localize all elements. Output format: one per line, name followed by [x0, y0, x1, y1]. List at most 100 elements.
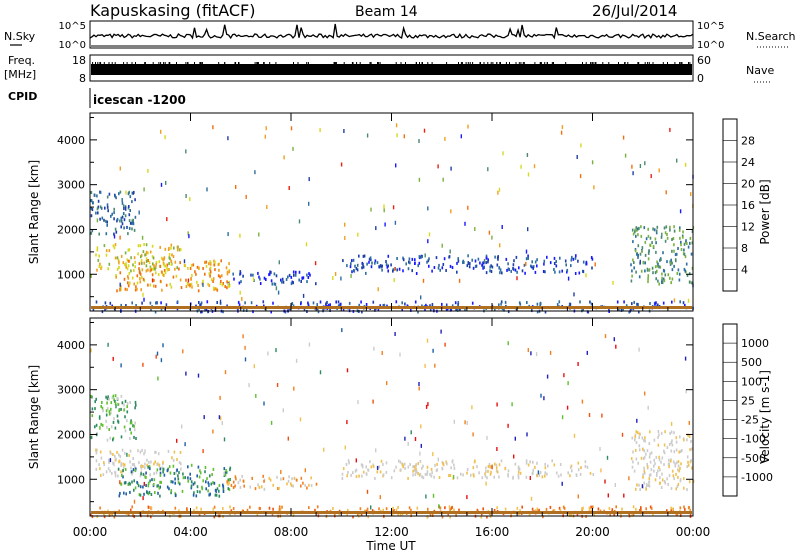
range-cell — [383, 303, 386, 307]
range-cell — [122, 466, 125, 469]
range-cell — [228, 270, 230, 274]
range-cell — [495, 469, 498, 473]
range-cell — [481, 476, 484, 480]
range-cell — [632, 258, 634, 262]
range-cell — [647, 483, 649, 487]
range-cell — [678, 272, 681, 276]
range-cell — [645, 507, 647, 511]
range-cell — [567, 276, 570, 281]
range-cell — [96, 246, 99, 250]
range-cell — [118, 453, 120, 457]
range-cell — [536, 474, 539, 478]
range-cell — [115, 404, 117, 409]
range-cell — [275, 286, 278, 291]
range-cell — [143, 187, 145, 192]
range-cell — [404, 302, 406, 306]
range-cell — [128, 454, 130, 457]
range-cell — [239, 270, 242, 274]
range-cell — [455, 513, 457, 517]
range-cell — [374, 261, 376, 265]
range-cell — [557, 474, 560, 478]
range-cell — [133, 435, 135, 439]
range-cell — [464, 221, 466, 226]
range-cell — [97, 205, 100, 209]
range-cell — [451, 304, 454, 308]
range-cell — [122, 204, 125, 208]
range-cell — [645, 487, 647, 491]
range-cell — [150, 506, 153, 510]
range-cell — [202, 479, 204, 483]
range-cell — [152, 262, 154, 266]
range-cell — [635, 487, 637, 491]
range-cell — [214, 260, 216, 264]
range-cell — [428, 232, 431, 237]
range-cell — [580, 143, 582, 148]
range-cell — [499, 271, 501, 275]
range-cell — [172, 275, 175, 279]
range-cell — [149, 473, 151, 477]
power-ylabel: Slant Range [km] — [27, 160, 41, 264]
range-cell — [128, 213, 131, 217]
range-cell — [675, 436, 678, 440]
range-cell — [652, 245, 655, 248]
range-cell — [334, 272, 337, 276]
range-cell — [504, 467, 506, 471]
range-cell — [680, 240, 682, 244]
range-cell — [368, 257, 371, 261]
range-cell — [453, 419, 455, 424]
range-cell — [532, 460, 534, 464]
range-cell — [109, 469, 111, 473]
range-cell — [649, 460, 652, 464]
range-cell — [520, 164, 522, 169]
range-cell — [651, 241, 653, 245]
range-cell — [494, 255, 496, 259]
range-cell — [96, 218, 99, 223]
range-cell — [184, 442, 186, 447]
range-cell — [174, 260, 177, 264]
range-cell — [178, 267, 180, 271]
range-cell — [104, 206, 106, 210]
range-cell — [655, 474, 658, 477]
range-cell — [370, 265, 373, 269]
range-cell — [176, 248, 179, 252]
range-cell — [341, 472, 344, 476]
range-cell — [507, 469, 510, 473]
range-cell — [263, 479, 265, 483]
range-cell — [654, 271, 657, 275]
range-cell — [679, 300, 681, 304]
range-cell — [241, 296, 243, 301]
range-cell — [366, 262, 368, 266]
range-cell — [575, 254, 577, 258]
range-cell — [174, 506, 177, 510]
range-cell — [107, 467, 110, 471]
range-cell — [427, 507, 429, 511]
range-cell — [536, 264, 538, 268]
range-cell — [457, 259, 460, 263]
range-cell — [673, 450, 676, 454]
range-cell — [527, 172, 530, 177]
range-cell — [650, 451, 653, 455]
range-cell — [648, 480, 650, 484]
range-cell — [119, 455, 122, 459]
range-cell — [370, 465, 373, 469]
range-cell — [646, 465, 649, 469]
range-cell — [517, 470, 520, 474]
range-cell — [481, 263, 484, 267]
range-cell — [645, 237, 648, 241]
range-cell — [685, 262, 688, 266]
range-cell — [584, 460, 587, 464]
range-cell — [490, 470, 492, 474]
cpid-panel: CPID icescan -1200 — [8, 88, 186, 108]
range-cell — [91, 208, 94, 211]
range-cell — [525, 459, 528, 463]
range-cell — [374, 477, 376, 480]
range-cell — [503, 308, 505, 312]
range-cell — [689, 513, 692, 517]
range-cell — [376, 465, 379, 470]
range-cell — [445, 460, 447, 464]
range-cell — [374, 308, 376, 312]
range-cell — [421, 466, 423, 470]
range-cell — [407, 441, 409, 446]
range-cell — [157, 491, 159, 495]
range-cell — [526, 301, 528, 304]
